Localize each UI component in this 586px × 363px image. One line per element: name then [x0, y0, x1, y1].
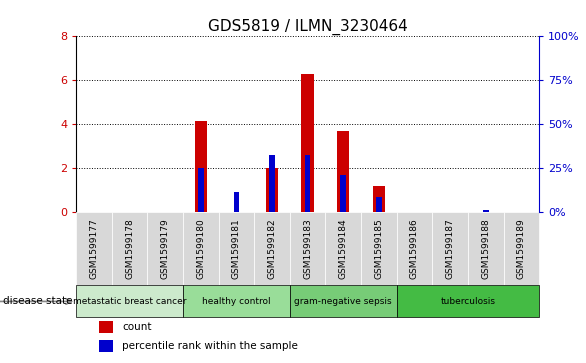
Bar: [301, 74, 314, 212]
Bar: [373, 185, 385, 212]
FancyBboxPatch shape: [397, 285, 539, 317]
Text: GSM1599186: GSM1599186: [410, 219, 419, 279]
FancyBboxPatch shape: [397, 212, 432, 285]
Bar: [483, 210, 489, 212]
Bar: [266, 168, 278, 212]
FancyBboxPatch shape: [183, 285, 290, 317]
Text: GSM1599189: GSM1599189: [517, 219, 526, 279]
Text: GSM1599181: GSM1599181: [232, 219, 241, 279]
Text: GSM1599179: GSM1599179: [161, 219, 170, 279]
FancyBboxPatch shape: [148, 212, 183, 285]
FancyBboxPatch shape: [325, 212, 361, 285]
Text: GSM1599187: GSM1599187: [445, 219, 455, 279]
Bar: [269, 155, 275, 212]
FancyBboxPatch shape: [76, 212, 112, 285]
Text: gram-negative sepsis: gram-negative sepsis: [294, 297, 392, 306]
Bar: [100, 340, 113, 352]
FancyBboxPatch shape: [183, 212, 219, 285]
Text: GSM1599185: GSM1599185: [374, 219, 383, 279]
FancyBboxPatch shape: [468, 212, 503, 285]
Text: healthy control: healthy control: [202, 297, 271, 306]
FancyBboxPatch shape: [361, 212, 397, 285]
Bar: [337, 131, 349, 212]
Text: GSM1599184: GSM1599184: [339, 219, 347, 279]
Bar: [198, 168, 203, 212]
FancyBboxPatch shape: [503, 212, 539, 285]
Bar: [305, 155, 311, 212]
Bar: [234, 192, 239, 212]
FancyBboxPatch shape: [112, 212, 148, 285]
Text: GSM1599188: GSM1599188: [481, 219, 490, 279]
Text: tuberculosis: tuberculosis: [441, 297, 495, 306]
Text: count: count: [122, 322, 152, 332]
FancyBboxPatch shape: [254, 212, 290, 285]
Text: percentile rank within the sample: percentile rank within the sample: [122, 341, 298, 351]
Text: GSM1599182: GSM1599182: [268, 219, 277, 279]
Text: GSM1599183: GSM1599183: [303, 219, 312, 279]
Bar: [100, 321, 113, 333]
FancyBboxPatch shape: [290, 212, 325, 285]
Text: GSM1599178: GSM1599178: [125, 219, 134, 279]
Bar: [340, 175, 346, 212]
Bar: [195, 121, 207, 212]
FancyBboxPatch shape: [432, 212, 468, 285]
Title: GDS5819 / ILMN_3230464: GDS5819 / ILMN_3230464: [208, 19, 407, 35]
FancyBboxPatch shape: [76, 285, 183, 317]
Text: metastatic breast cancer: metastatic breast cancer: [73, 297, 186, 306]
Text: GSM1599177: GSM1599177: [90, 219, 98, 279]
Text: GSM1599180: GSM1599180: [196, 219, 205, 279]
Bar: [376, 197, 381, 212]
Text: disease state: disease state: [3, 297, 73, 306]
FancyBboxPatch shape: [290, 285, 397, 317]
FancyBboxPatch shape: [219, 212, 254, 285]
